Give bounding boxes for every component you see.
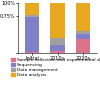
Bar	[50, 45, 64, 51]
Bar	[25, 15, 39, 16]
Bar	[25, 3, 39, 15]
Bar	[25, 16, 39, 52]
Bar	[25, 52, 39, 53]
Bar	[76, 34, 90, 39]
Bar	[76, 3, 90, 31]
Bar	[76, 31, 90, 34]
Bar	[50, 38, 64, 45]
Bar	[50, 3, 64, 38]
Bar	[76, 39, 90, 53]
Bar	[50, 51, 64, 53]
Legend: Sample collection and experimental design, Sequencing, Data management, Data ana: Sample collection and experimental desig…	[11, 57, 100, 77]
